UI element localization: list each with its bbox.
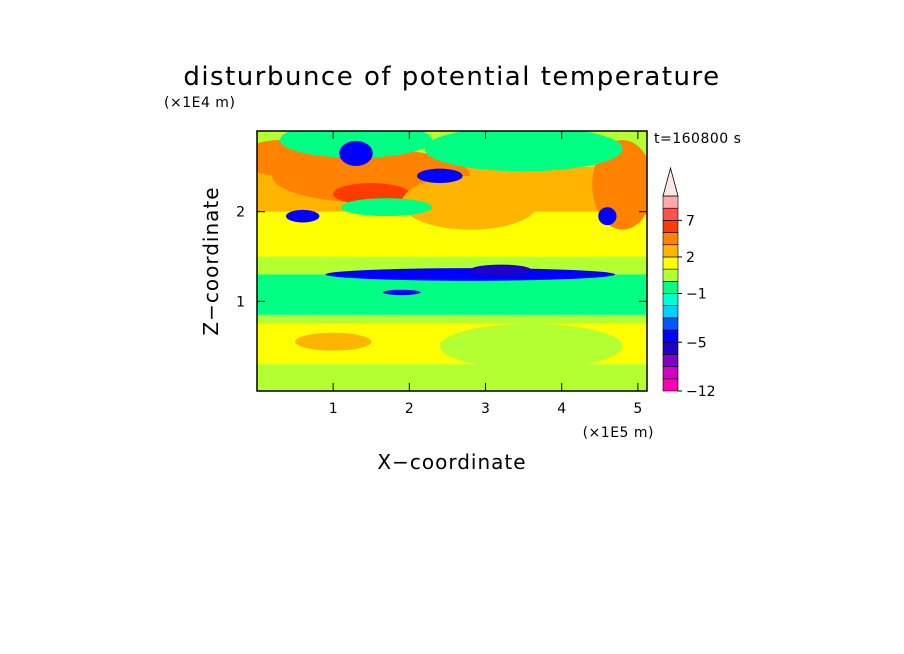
layer-2 [257,314,647,324]
x-tick-label-1: 1 [329,401,338,417]
feature-13 [598,207,617,226]
feature-12 [470,264,532,276]
feature-6 [424,131,623,172]
x-tick-label-2: 2 [405,401,414,417]
colorbar: 7 2 −1 −5 −12 [662,166,716,400]
feature-14 [382,289,421,296]
feature-15 [439,323,623,369]
x-unit-label: (×1E5 m) [583,425,654,441]
time-label: t=160800 s [654,131,741,147]
colorbar-extend-arrow [662,166,679,197]
colorbar-label-1: 2 [686,250,695,266]
x-tick-label-5: 5 [633,401,642,417]
chart-title: disturbunce of potential temperature [183,62,720,92]
colorbar-label-4: −12 [686,384,716,400]
colorbar-swatch-2 [662,354,679,367]
feature-8 [339,140,373,166]
plot-frame [256,130,648,392]
colorbar-swatch-9 [662,268,679,282]
colorbar-swatch-5 [662,317,679,331]
colorbar-swatch-12 [662,232,679,246]
colorbar-label-0: 7 [686,213,695,229]
y-tick-label-2: 2 [236,205,245,221]
colorbar-swatch-15 [662,195,679,209]
feature-16 [295,332,372,351]
colorbar-swatch-13 [662,220,679,233]
colorbar-swatch-14 [662,207,679,221]
y-unit-label: (×1E4 m) [164,95,235,111]
colorbar-swatch-6 [662,305,679,319]
x-tick-label-4: 4 [557,401,566,417]
feature-11 [325,268,616,281]
y-axis-ticks: 12 [236,205,647,310]
x-axis-label: X−coordinate [377,450,526,474]
feature-7 [340,198,433,217]
y-tick-label-1: 1 [236,294,245,310]
colorbar-swatch-10 [662,256,679,270]
y-axis-label: Z−coordinate [199,186,223,335]
colorbar-label-3: −5 [686,335,707,351]
feature-3 [401,175,539,230]
plot-area [257,131,647,391]
layer-0 [257,364,647,391]
colorbar-swatch-3 [662,341,679,355]
colorbar-swatch-11 [662,244,679,258]
colorbar-swatch-4 [662,329,679,343]
colorbar-swatch-0 [662,378,679,392]
colorbar-swatch-7 [662,293,679,306]
x-tick-label-3: 3 [481,401,490,417]
colorbar-label-2: −1 [686,287,707,303]
x-axis-ticks: 1 2 3 4 5 [329,131,642,417]
colorbar-swatch-1 [662,366,679,380]
colorbar-swatch-8 [662,281,679,294]
feature-4 [592,139,647,230]
feature-9 [285,209,320,223]
layer-3 [257,274,647,315]
feature-10 [416,168,463,184]
